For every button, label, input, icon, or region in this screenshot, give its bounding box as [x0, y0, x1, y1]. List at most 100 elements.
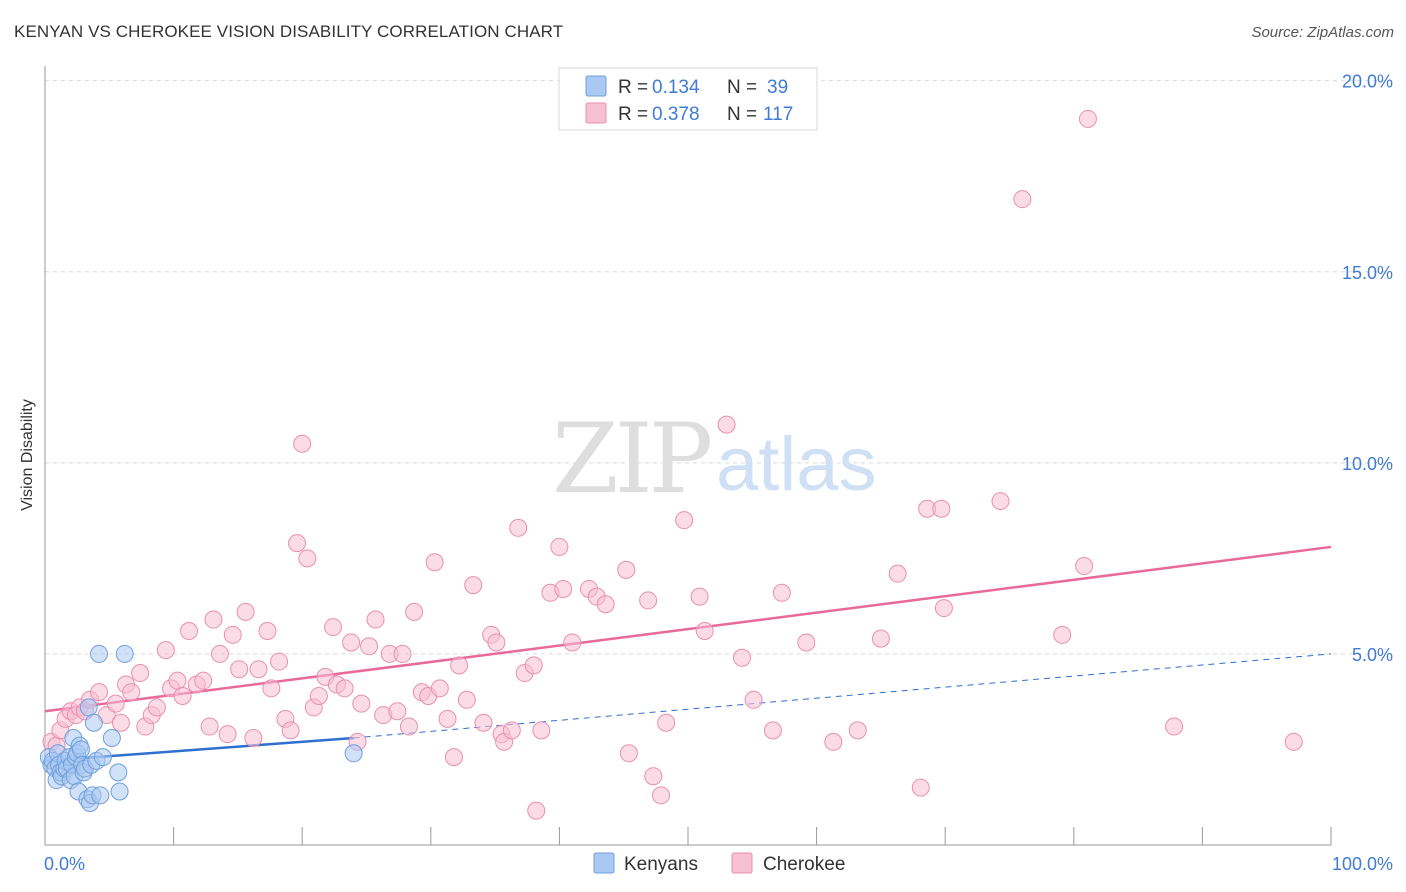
cherokee-point [281, 721, 300, 740]
cherokee-point [744, 690, 763, 709]
cherokee-point [763, 721, 782, 740]
cherokee-point [168, 671, 187, 690]
cherokee-point [270, 652, 289, 671]
cherokee-point [532, 721, 551, 740]
kenyans-point [91, 786, 110, 805]
cherokee-point [1284, 732, 1303, 751]
cherokee-point [824, 732, 843, 751]
cherokee-point [204, 610, 223, 629]
kenyans-point [72, 740, 91, 759]
chart-title: KENYAN VS CHEROKEE VISION DISABILITY COR… [14, 22, 564, 41]
data-points [39, 109, 1303, 820]
cherokee-point [550, 537, 569, 556]
cherokee-point [651, 786, 670, 805]
cherokee-point [236, 602, 255, 621]
kenyans-point [84, 713, 103, 732]
cherokee-point [444, 748, 463, 767]
watermark: ZIP atlas [552, 403, 877, 515]
cherokee-point [405, 602, 424, 621]
cherokee-point [244, 729, 263, 747]
cherokee-point [733, 648, 752, 667]
cherokee-r-value: 0.378 [652, 104, 700, 125]
cherokee-point [1078, 109, 1097, 128]
legend-kenyans-swatch [593, 852, 615, 874]
cherokee-point [438, 709, 457, 728]
kenyans-point [79, 698, 98, 717]
y-tick-label: 15.0% [1342, 263, 1393, 283]
cherokee-point [675, 511, 694, 530]
cherokee-point [194, 671, 213, 690]
cherokee-n-value: 117 [763, 104, 793, 125]
cherokee-point [430, 679, 449, 698]
cherokee-trend-line [44, 545, 1332, 713]
kenyans-point [102, 729, 121, 747]
cherokee-point [639, 591, 658, 610]
grid-lines [45, 80, 1392, 655]
cherokee-point [871, 629, 890, 648]
cherokee-point [352, 694, 371, 713]
y-tick-label: 20.0% [1342, 72, 1393, 92]
cherokee-point [1013, 190, 1032, 209]
cherokee-point [991, 492, 1010, 511]
cherokee-point [527, 801, 546, 820]
cherokee-point [293, 434, 312, 453]
cherokee-point [90, 683, 109, 702]
cherokee-swatch [585, 102, 607, 124]
cherokee-point [464, 576, 483, 595]
cherokee-point [399, 717, 418, 736]
cherokee-point [554, 579, 573, 598]
legend-kenyans-label: Kenyans [624, 854, 698, 875]
cherokee-point [932, 499, 951, 518]
kenyans-point [93, 748, 112, 767]
series-legend: Kenyans Cherokee [593, 852, 845, 875]
cherokee-point [619, 744, 638, 763]
kenyans-r-label: R = [618, 77, 648, 98]
cherokee-point [487, 633, 506, 652]
tick-labels: 5.0% 10.0% 15.0% 20.0% 0.0% 100.0% [44, 72, 1393, 874]
cherokee-point [335, 679, 354, 698]
cherokee-point [156, 641, 175, 660]
cherokee-point [309, 686, 328, 705]
cherokee-point [288, 534, 307, 553]
watermark-atlas: atlas [716, 422, 877, 507]
cherokee-point [111, 713, 130, 732]
kenyans-r-value: 0.134 [652, 77, 700, 98]
cherokee-point [180, 622, 199, 640]
cherokee-point [474, 713, 493, 732]
cherokee-point [200, 717, 219, 736]
cherokee-point [342, 633, 361, 652]
cherokee-point [210, 644, 229, 663]
cherokee-point [324, 618, 343, 637]
legend-cherokee-swatch [731, 852, 753, 874]
cherokee-point [258, 622, 277, 640]
x-tick-label: 0.0% [44, 854, 85, 874]
x-tick-label: 100.0% [1332, 854, 1393, 874]
cherokee-point [457, 690, 476, 709]
cherokee-point [848, 721, 867, 740]
cherokee-point [617, 560, 636, 579]
legend-cherokee-label: Cherokee [763, 854, 845, 875]
cherokee-point [131, 664, 150, 683]
kenyans-n-label: N = [727, 77, 757, 98]
cherokee-point [230, 660, 249, 679]
cherokee-point [173, 686, 192, 705]
cherokee-point [223, 625, 242, 644]
kenyans-trend-extension [353, 653, 1332, 739]
cherokee-point [450, 656, 469, 675]
cherokee-point [563, 633, 582, 652]
cherokee-point [772, 583, 791, 602]
cherokee-point [218, 725, 237, 744]
cherokee-point [502, 721, 521, 740]
cherokee-point [1053, 625, 1072, 644]
y-tick-label: 5.0% [1352, 645, 1393, 665]
cherokee-point [717, 415, 736, 434]
cherokee-point [298, 549, 317, 568]
y-tick-label: 10.0% [1342, 454, 1393, 474]
kenyans-n-value: 39 [767, 77, 788, 98]
cherokee-point [393, 644, 412, 663]
stats-legend: R = 0.134 N = 39 R = 0.378 N = 117 [558, 67, 818, 131]
cherokee-point [249, 660, 268, 679]
cherokee-point [695, 622, 714, 640]
source-credit: Source: ZipAtlas.com [1251, 24, 1394, 41]
cherokee-point [524, 656, 543, 675]
